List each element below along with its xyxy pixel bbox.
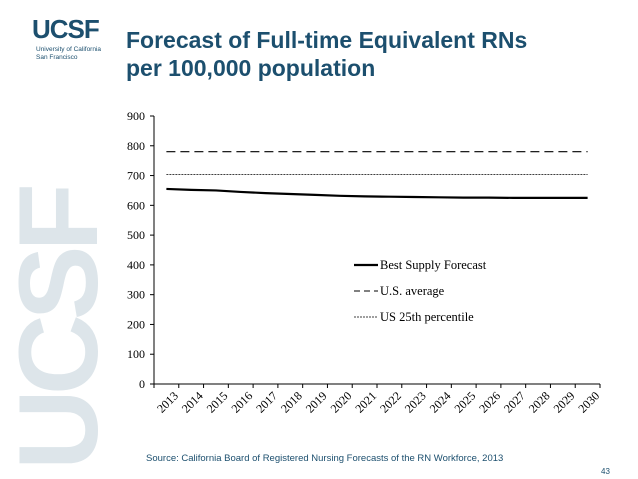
- y-tick-label: 600: [127, 198, 145, 212]
- y-tick-label: 400: [127, 258, 145, 272]
- legend-label-2: U.S. average: [380, 284, 445, 298]
- x-tick-label: 2030: [575, 389, 602, 416]
- page-title: Forecast of Full-time Equivalent RNs per…: [126, 26, 626, 82]
- y-tick-label: 800: [127, 139, 145, 153]
- series-line-1: [166, 187, 588, 199]
- ucsf-watermark: UCSF: [0, 189, 118, 470]
- x-tick-label: 2020: [328, 389, 355, 416]
- y-tick-label: 700: [127, 169, 145, 183]
- x-tick-label: 2022: [377, 389, 404, 416]
- logo-line-1: University of California: [36, 46, 102, 53]
- legend-label-3: US 25th percentile: [380, 310, 474, 324]
- page-number: 43: [601, 467, 610, 476]
- x-tick-label: 2026: [476, 389, 503, 416]
- legend-label-1: Best Supply Forecast: [380, 258, 487, 272]
- x-tick-label: 2023: [402, 389, 429, 416]
- ucsf-logo-subtitle: University of California San Francisco: [36, 46, 101, 62]
- logo-line-2: San Francisco: [36, 54, 78, 61]
- y-tick-label: 500: [127, 228, 145, 242]
- source-note: Source: California Board of Registered N…: [146, 453, 504, 464]
- x-tick-label: 2029: [551, 389, 578, 416]
- x-tick-label: 2024: [427, 389, 454, 416]
- line-chart: 0 100 200 300 400 500 600 700 800 900 201320142015…: [127, 109, 602, 416]
- x-tick-label: 2025: [451, 389, 478, 416]
- y-tick-label: 0: [139, 377, 145, 391]
- y-tick-label: 300: [127, 288, 145, 302]
- x-tick-label: 2016: [228, 389, 255, 416]
- x-tick-label: 2015: [204, 389, 231, 416]
- x-tick-label: 2027: [501, 389, 528, 416]
- y-tick-label: 200: [127, 317, 145, 331]
- x-tick-label: 2028: [526, 389, 553, 416]
- title-line-1: Forecast of Full-time Equivalent RNs: [126, 27, 528, 53]
- title-line-2: per 100,000 population: [126, 55, 376, 81]
- x-tick-label: 2019: [303, 389, 330, 416]
- x-tick-label: 2018: [278, 389, 305, 416]
- x-tick-label: 2017: [253, 389, 280, 416]
- ucsf-logo: UCSF: [32, 14, 100, 44]
- sidebar: UCSF University of California San Franci…: [0, 0, 118, 479]
- y-tick-label: 900: [127, 109, 145, 123]
- x-tick-label: 2014: [179, 389, 206, 416]
- x-tick-label: 2021: [352, 389, 379, 416]
- x-tick-label: 2013: [154, 389, 181, 416]
- y-tick-label: 100: [127, 347, 145, 361]
